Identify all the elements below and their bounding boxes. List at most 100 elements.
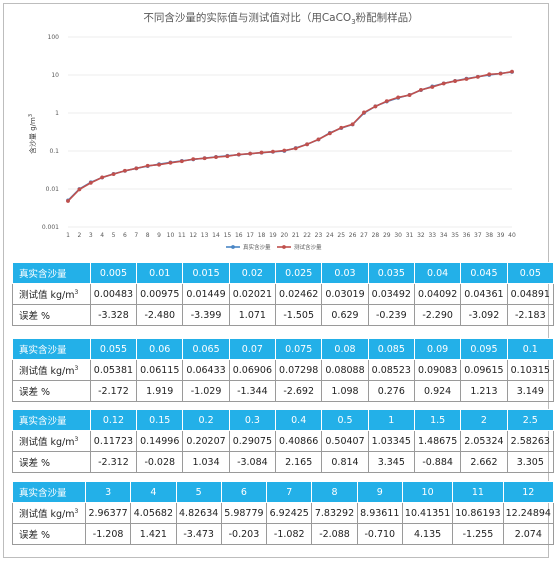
table-cell: -2.692: [275, 380, 323, 402]
series-line: [67, 70, 513, 202]
table-cell: 0.035: [367, 262, 415, 284]
series-2: [66, 69, 514, 203]
y-tick-label: 0.1: [49, 148, 59, 155]
table-cell: 0.924: [413, 380, 462, 402]
table-cell: 0.045: [460, 262, 508, 284]
true-value-row: 真实含沙量 0.005 0.01 0.015 0.02 0.025 0.03 0.035 0.0…: [12, 262, 554, 284]
table-cell: 0.04: [413, 262, 462, 284]
chart-gridlines: [68, 36, 512, 228]
data-point: [293, 146, 298, 151]
x-tick-label: 28: [372, 232, 380, 239]
row-label-sup: 3: [74, 435, 79, 443]
line-chart: 不同含沙量的实际值与测试值对比（用CaCO3粉配制样品） 0.0010.010.…: [28, 11, 516, 251]
table-cell: -2.172: [89, 380, 138, 402]
chart-legend: 真实含沙量 测试含沙量: [226, 243, 322, 251]
data-point: [259, 150, 264, 155]
table-cell: 5.98779: [220, 502, 268, 524]
data-point: [498, 71, 503, 76]
table-cell: 0.03: [321, 262, 369, 284]
row-label-text: 测试值 kg/m: [19, 366, 75, 377]
error-row: 误差 % -1.208 1.421 -3.473 -0.203 -1.082 -2.088-…: [12, 523, 554, 545]
table-cell: -2.312: [89, 451, 138, 473]
table-cell: 2.165: [275, 451, 323, 473]
table-cell: -1.029: [182, 380, 230, 402]
x-tick-label: 1: [66, 232, 70, 239]
table-cell: 0.629: [321, 304, 369, 326]
data-point: [487, 72, 492, 77]
x-tick-label: 14: [212, 232, 220, 239]
table-cell: -0.884: [413, 451, 462, 473]
data-point: [225, 154, 230, 159]
table-cell: 0.03019: [321, 283, 369, 305]
table-cell: 10: [401, 481, 454, 503]
data-point: [350, 122, 355, 127]
data-point: [453, 79, 457, 83]
data-point: [305, 142, 309, 147]
table-cell: 7: [266, 481, 313, 503]
table-cell: -1.082: [266, 523, 313, 545]
table-cell: 2: [460, 409, 508, 431]
table-cell: 0.2: [182, 409, 230, 431]
table-cell: 0.40866: [275, 430, 323, 452]
true-value-row: 真实含沙量 3 4 5 6 7 8 9 10 11 12: [12, 481, 554, 503]
table-cell: -3.473: [175, 523, 222, 545]
table-cell: 0.20207: [182, 430, 230, 452]
x-tick-label: 3: [89, 232, 93, 239]
data-point: [157, 162, 161, 167]
row-label-text: 测试值 kg/m: [19, 437, 75, 448]
x-tick-label: 40: [508, 232, 516, 239]
table-cell: 0.005: [89, 262, 138, 284]
x-tick-label: 17: [246, 232, 254, 239]
x-tick-label: 23: [315, 232, 323, 239]
x-tick-label: 7: [134, 232, 138, 239]
row-label: 真实含沙量: [12, 481, 86, 503]
table-cell: 0.095: [460, 338, 508, 360]
x-tick-label: 18: [258, 232, 266, 239]
row-label-text: 测试值 kg/m: [19, 290, 75, 301]
error-row: 误差 % -2.312 -0.028 1.034 -3.084 2.165 0.814 3.3…: [12, 451, 554, 473]
table-cell: 8: [311, 481, 358, 503]
data-point: [236, 152, 241, 157]
table-cell: 0.276: [367, 380, 415, 402]
y-axis-ticks: 0.001 0.01 0.1 1 10 100: [42, 34, 59, 231]
row-label-sup: 3: [74, 288, 79, 296]
x-tick-label: 27: [360, 232, 368, 239]
table-cell: -1.505: [275, 304, 323, 326]
table-cell: -3.399: [182, 304, 230, 326]
data-point: [191, 157, 196, 162]
data-point: [373, 104, 378, 109]
data-point: [362, 110, 366, 115]
table-cell: 0.14996: [136, 430, 184, 452]
data-point: [327, 131, 332, 136]
table-cell: 6: [220, 481, 268, 503]
table-cell: 0.055: [89, 338, 138, 360]
x-tick-label: 39: [497, 232, 505, 239]
table-cell: 0.5: [321, 409, 369, 431]
table-cell: 0.50407: [321, 430, 369, 452]
y-tick-label: 1: [55, 110, 59, 117]
x-axis-ticks: 1 2 3 4 5 6 7 8 9 10 11 12 13 14 15 16 17 18 19 20 21 22 23 24 2…: [66, 232, 516, 239]
data-point: [510, 69, 514, 74]
table-cell: 0.3: [228, 409, 277, 431]
true-value-row: 真实含沙量 0.12 0.15 0.2 0.3 0.4 0.5 1 1.5 2 2.5: [12, 409, 554, 431]
table-cell: 0.015: [182, 262, 230, 284]
table-cell: 0.10315: [506, 359, 554, 381]
x-tick-label: 29: [383, 232, 391, 239]
series-1: [66, 70, 514, 203]
table-cell: -2.088: [311, 523, 358, 545]
table-cell: 2.05324: [460, 430, 508, 452]
row-label: 真实含沙量: [12, 338, 91, 360]
table-cell: 6.92425: [266, 502, 313, 524]
data-point: [282, 148, 287, 153]
row-label-text: 测试值 kg/m: [19, 509, 75, 520]
table-cell: 8.93611: [356, 502, 403, 524]
table-cell: -2.480: [136, 304, 184, 326]
x-tick-label: 26: [349, 232, 357, 239]
data-point: [419, 87, 423, 92]
table-cell: -0.239: [367, 304, 415, 326]
row-label-sup: 3: [74, 507, 79, 515]
table-cell: 0.09615: [460, 359, 508, 381]
row-label: 真实含沙量: [12, 262, 91, 284]
table-cell: 4.05682: [130, 502, 177, 524]
x-tick-label: 31: [406, 232, 414, 239]
